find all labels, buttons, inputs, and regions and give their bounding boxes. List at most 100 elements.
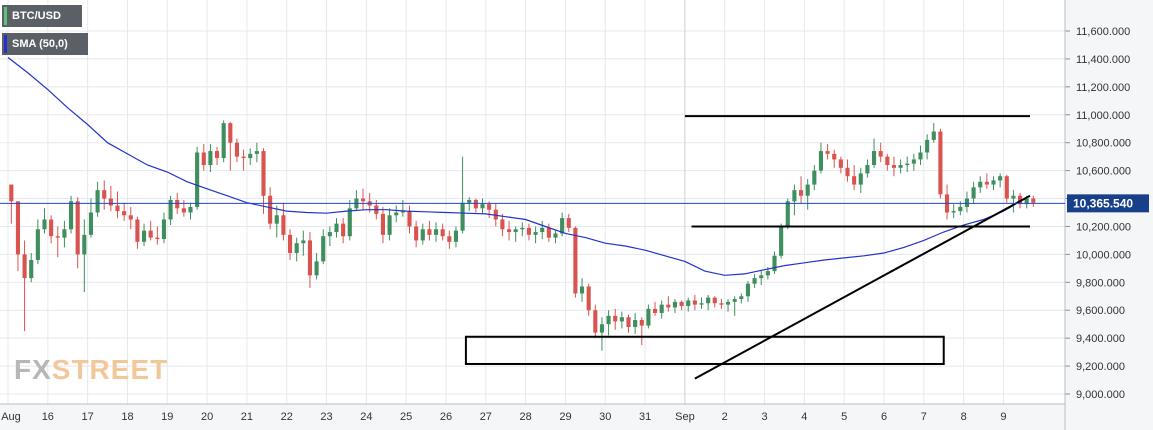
candle-body xyxy=(201,152,206,166)
x-tick-label: 5 xyxy=(841,411,847,423)
candle-body xyxy=(29,259,34,279)
candle-body xyxy=(181,208,186,213)
legend-price-series[interactable]: BTC/USD xyxy=(2,5,82,27)
candle-body xyxy=(493,209,498,220)
candle-body xyxy=(573,227,578,294)
candle-body xyxy=(433,229,439,235)
support-box xyxy=(464,335,945,365)
candle-body xyxy=(666,304,671,308)
y-tick-label: 10,600.000 xyxy=(1076,166,1131,178)
candle-body xyxy=(467,199,472,203)
candle-body xyxy=(307,240,313,276)
candle-body xyxy=(35,229,40,260)
candle-body xyxy=(951,211,956,213)
candle-body xyxy=(135,219,140,242)
y-tick-label: 10,200.000 xyxy=(1076,221,1131,233)
x-tick-label: 16 xyxy=(42,411,54,423)
candle-body xyxy=(9,184,14,202)
candle-body xyxy=(905,163,910,166)
candle-body xyxy=(214,151,220,159)
candle-body xyxy=(102,190,107,199)
candle-body xyxy=(712,297,717,304)
candle-body xyxy=(108,198,113,206)
candle-body xyxy=(692,300,697,305)
time-axis-panel xyxy=(0,404,1065,430)
candle-body xyxy=(739,296,744,300)
candle-body xyxy=(287,234,293,253)
x-tick-label: 8 xyxy=(961,411,967,423)
candle-body xyxy=(672,301,678,308)
candle-body xyxy=(812,170,817,185)
candle-body xyxy=(500,219,505,230)
candle-body xyxy=(818,151,824,171)
candle-body xyxy=(553,233,558,238)
candle-body xyxy=(798,190,804,196)
candle-body xyxy=(745,283,751,297)
candle-body xyxy=(208,151,213,166)
candle-body xyxy=(440,229,445,237)
plot-area xyxy=(0,0,1065,404)
candle-body xyxy=(55,236,60,238)
x-tick-label: 30 xyxy=(599,411,611,423)
candle-body xyxy=(825,151,830,154)
candle-body xyxy=(593,310,598,333)
candle-body xyxy=(1031,198,1036,203)
candle-body xyxy=(148,230,153,238)
candle-body xyxy=(414,226,419,241)
candle-body xyxy=(732,299,737,302)
candle-body xyxy=(911,159,916,164)
candle-body xyxy=(161,219,167,240)
candle-body xyxy=(155,237,160,240)
candle-body xyxy=(241,156,246,159)
candle-body xyxy=(958,206,963,212)
x-tick-label: 9 xyxy=(1000,411,1006,423)
candle-body xyxy=(195,152,200,207)
candle-body xyxy=(964,198,970,207)
candle-body xyxy=(652,308,658,314)
candle-body xyxy=(268,195,273,224)
candle-body xyxy=(327,232,332,237)
x-tick-label: Aug xyxy=(1,411,21,423)
candle-body xyxy=(168,199,173,220)
candle-body xyxy=(639,320,644,326)
x-tick-label: 3 xyxy=(761,411,767,423)
x-tick-label: 7 xyxy=(921,411,927,423)
price-swatch xyxy=(4,7,7,25)
candle-body xyxy=(633,320,638,327)
candle-body xyxy=(175,199,180,209)
current-price-label-bg xyxy=(1067,194,1149,213)
candle-body xyxy=(15,201,21,255)
candle-body xyxy=(360,198,366,202)
y-tick-label: 9,600.000 xyxy=(1076,305,1125,317)
candle-body xyxy=(925,139,930,153)
candle-body xyxy=(566,218,571,228)
candle-body xyxy=(314,261,319,276)
candle-body xyxy=(341,223,346,237)
candle-body xyxy=(1011,195,1016,199)
x-tick-label: 31 xyxy=(639,411,651,423)
x-tick-label: 19 xyxy=(161,411,173,423)
y-tick-label: 11,400.000 xyxy=(1076,54,1130,66)
candle-body xyxy=(380,213,386,235)
candle-body xyxy=(659,304,664,314)
trend-line xyxy=(694,194,1031,380)
candle-body xyxy=(586,286,591,311)
x-tick-label: 18 xyxy=(121,411,133,423)
x-tick-label: 6 xyxy=(881,411,887,423)
candle-body xyxy=(560,218,565,234)
candle-body xyxy=(321,236,326,262)
candle-body xyxy=(546,227,551,238)
candle-body xyxy=(865,165,870,174)
candle-body xyxy=(626,317,631,327)
candle-body xyxy=(845,167,850,177)
candle-body xyxy=(871,151,877,166)
candle-body xyxy=(792,190,797,202)
candle-body xyxy=(115,205,120,212)
candle-body xyxy=(62,229,67,238)
candle-body xyxy=(95,190,100,213)
x-tick-label: 21 xyxy=(241,411,253,423)
candle-body xyxy=(852,176,857,185)
legend-sma-indicator[interactable]: SMA (50,0) xyxy=(2,33,88,55)
candle-body xyxy=(453,230,459,242)
price-axis-panel xyxy=(1065,0,1153,430)
